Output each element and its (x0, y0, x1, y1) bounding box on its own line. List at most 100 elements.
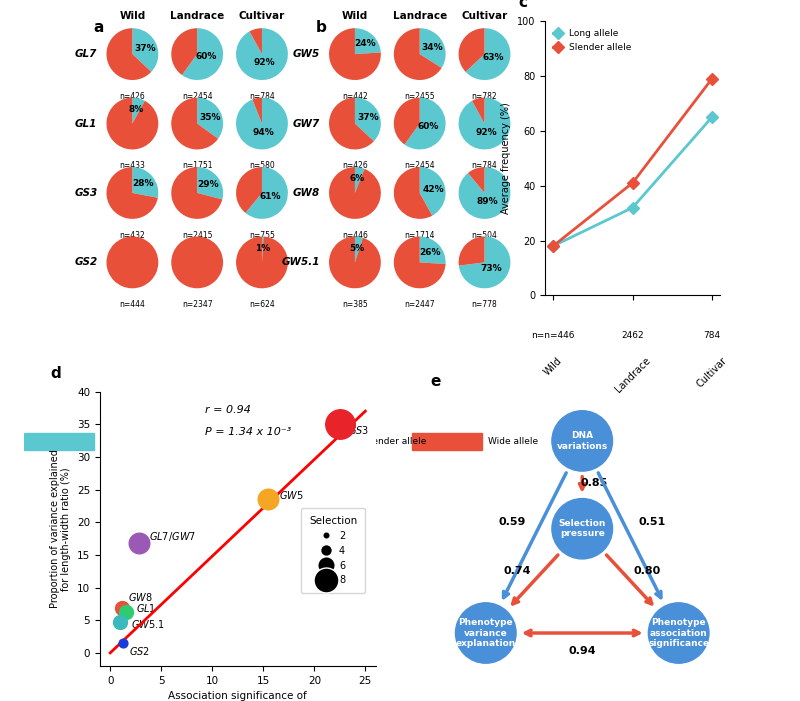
Text: n=624: n=624 (249, 300, 275, 309)
Circle shape (648, 603, 709, 663)
Title: Wild: Wild (119, 11, 146, 21)
Text: 63%: 63% (482, 53, 503, 62)
Wedge shape (262, 236, 263, 262)
Point (262, 494, 274, 505)
Text: 0.74: 0.74 (504, 566, 531, 576)
Wedge shape (329, 28, 381, 80)
Wedge shape (420, 167, 446, 216)
Wedge shape (394, 167, 432, 219)
Text: a: a (94, 20, 104, 36)
Wedge shape (106, 28, 151, 80)
Text: DNA
variations: DNA variations (557, 431, 608, 451)
Text: $\it{GL7/GW7}$: $\it{GL7/GW7}$ (142, 530, 196, 543)
Wedge shape (250, 28, 262, 54)
Text: 37%: 37% (358, 114, 379, 123)
Point (117, 637, 130, 648)
Text: 35%: 35% (199, 113, 221, 121)
Text: 42%: 42% (422, 185, 444, 194)
Title: Landrace: Landrace (393, 11, 447, 21)
Wedge shape (394, 97, 420, 144)
Wedge shape (171, 28, 197, 75)
Text: r = 0.94: r = 0.94 (205, 405, 250, 416)
Text: P = 1.34 x 10⁻³: P = 1.34 x 10⁻³ (205, 428, 291, 437)
Text: $\it{GL1}$: $\it{GL1}$ (128, 602, 156, 614)
Wedge shape (355, 28, 381, 54)
Long allele (628, 203, 638, 212)
Wedge shape (420, 236, 446, 264)
Text: n=2454: n=2454 (405, 161, 435, 170)
Wedge shape (236, 28, 288, 80)
Wedge shape (458, 28, 485, 72)
Text: 2462: 2462 (622, 331, 644, 340)
Text: n=778: n=778 (472, 300, 498, 309)
Text: Landrace: Landrace (613, 356, 652, 395)
Wedge shape (458, 97, 510, 149)
Long allele (548, 242, 558, 250)
Text: 0.80: 0.80 (634, 566, 661, 576)
Wedge shape (468, 167, 485, 193)
Wedge shape (253, 97, 262, 123)
Text: 94%: 94% (253, 128, 274, 137)
Text: e: e (430, 374, 441, 389)
Text: Phenotype
variance
explanation: Phenotype variance explanation (456, 618, 516, 648)
Wedge shape (458, 167, 510, 219)
Line: Slender allele: Slender allele (549, 74, 716, 250)
Text: n=2347: n=2347 (182, 300, 213, 309)
Text: GW5: GW5 (293, 49, 320, 59)
Circle shape (552, 411, 613, 471)
Wedge shape (236, 236, 288, 288)
Text: 92%: 92% (254, 58, 275, 67)
Wedge shape (394, 236, 446, 288)
Text: 784: 784 (703, 331, 721, 340)
Text: 29%: 29% (198, 179, 219, 189)
X-axis label: Association significance of
length-width ratio (–log₁₀P): Association significance of length-width… (167, 691, 308, 701)
Wedge shape (355, 97, 381, 142)
Wedge shape (132, 167, 158, 198)
Wedge shape (171, 167, 222, 219)
Title: Landrace: Landrace (170, 11, 224, 21)
Wedge shape (329, 236, 381, 288)
Wedge shape (132, 28, 158, 72)
Text: Short allele: Short allele (220, 437, 272, 446)
Line: Long allele: Long allele (549, 113, 716, 250)
Text: $\it{GW8}$: $\it{GW8}$ (122, 591, 152, 608)
Text: Wide allele: Wide allele (488, 437, 538, 446)
Text: Selection
pressure: Selection pressure (558, 519, 606, 538)
FancyBboxPatch shape (144, 433, 214, 450)
Legend: Long allele, Slender allele: Long allele, Slender allele (550, 25, 635, 55)
Circle shape (455, 603, 516, 663)
Text: n=444: n=444 (119, 300, 146, 309)
Text: 24%: 24% (354, 39, 375, 48)
Wedge shape (466, 28, 510, 80)
Text: Slender allele: Slender allele (364, 437, 426, 446)
Text: 1%: 1% (254, 244, 270, 252)
Text: n=2447: n=2447 (405, 300, 435, 309)
Text: b: b (316, 20, 327, 36)
Point (334, 418, 346, 430)
Text: GW5.1: GW5.1 (282, 257, 320, 267)
Wedge shape (458, 236, 510, 288)
Text: n=2415: n=2415 (182, 231, 213, 240)
Long allele (707, 113, 717, 121)
Text: $\it{GS2}$: $\it{GS2}$ (123, 643, 150, 657)
Text: n=782: n=782 (472, 92, 498, 101)
Text: n=432: n=432 (119, 231, 146, 240)
Text: 0.94: 0.94 (569, 646, 596, 656)
Slender allele (707, 74, 717, 83)
Wedge shape (420, 28, 446, 68)
Legend: 2, 4, 6, 8: 2, 4, 6, 8 (302, 508, 365, 593)
Text: 89%: 89% (477, 197, 498, 206)
Wedge shape (394, 28, 442, 80)
FancyBboxPatch shape (288, 433, 358, 450)
Text: 8%: 8% (128, 105, 143, 114)
Text: n=2454: n=2454 (182, 92, 213, 101)
Text: n=755: n=755 (249, 231, 275, 240)
Point (119, 607, 132, 618)
Text: GS2: GS2 (74, 257, 98, 267)
Text: 0.85: 0.85 (581, 479, 608, 489)
Text: 26%: 26% (419, 248, 441, 257)
Text: 37%: 37% (134, 44, 156, 53)
Text: d: d (50, 366, 61, 381)
Wedge shape (472, 97, 485, 123)
Text: 6%: 6% (350, 175, 366, 184)
